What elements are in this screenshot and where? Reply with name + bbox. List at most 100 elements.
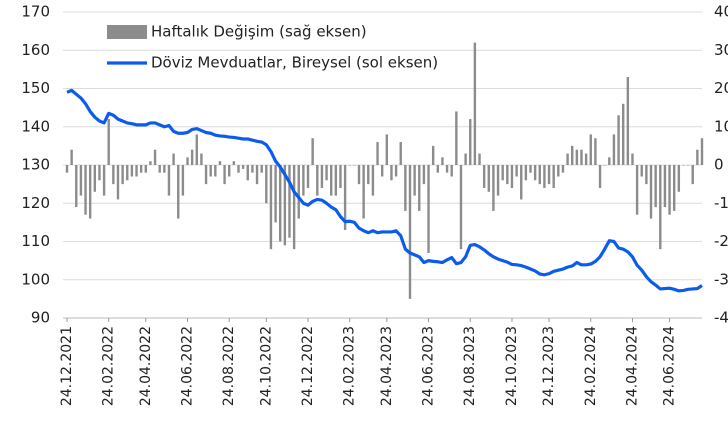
bar: [265, 165, 268, 204]
bar: [88, 165, 92, 219]
bar: [139, 165, 143, 173]
bar: [279, 165, 282, 242]
bar: [700, 138, 704, 165]
bar: [571, 145, 574, 165]
bar: [177, 165, 180, 219]
x-tick-label: 24.02.2024: [583, 326, 599, 406]
y-tick-label: 160: [21, 41, 50, 59]
bar: [218, 161, 222, 165]
bar: [649, 165, 653, 219]
bar: [654, 165, 657, 208]
x-tick-label: 24.12.2023: [541, 326, 557, 406]
bar: [501, 165, 504, 181]
x-tick-label: 24.08.2022: [221, 326, 237, 406]
bar: [320, 165, 324, 188]
bar: [431, 145, 435, 165]
x-tick-label: 24.08.2023: [462, 326, 478, 406]
bar: [459, 165, 463, 250]
bar: [260, 165, 263, 173]
x-tick-label: 24.10.2022: [258, 326, 274, 406]
bar: [510, 165, 514, 188]
bar: [626, 77, 630, 165]
bar: [274, 165, 277, 223]
bar: [246, 165, 249, 181]
bar: [645, 165, 648, 185]
bar: [149, 161, 152, 165]
y-tick-label: 120: [21, 194, 50, 212]
bar: [584, 153, 588, 165]
bar: [557, 165, 560, 177]
y-tick-label: 140: [21, 117, 50, 135]
legend-label: Haftalık Değişim (sağ eksen): [151, 23, 367, 41]
bar: [371, 165, 375, 196]
bar: [640, 165, 643, 177]
bar: [343, 165, 347, 231]
y-tick-label: 90: [31, 309, 50, 327]
bar: [237, 165, 240, 173]
bar: [686, 165, 690, 166]
bar: [70, 149, 73, 165]
bar: [566, 153, 569, 165]
y2-tick-label: -30: [714, 270, 728, 288]
bar: [241, 165, 245, 169]
bar: [524, 165, 528, 181]
bar: [186, 157, 189, 165]
x-tick-label: 24.12.2022: [300, 326, 316, 406]
bar: [399, 142, 402, 165]
bar: [418, 165, 421, 211]
bar: [427, 165, 430, 253]
bar: [167, 165, 171, 196]
x-tick-label: 24.06.2022: [180, 326, 196, 406]
bar: [195, 134, 198, 165]
bar: [413, 165, 416, 196]
legend-label: Döviz Mevduatlar, Bireysel (sol eksen): [151, 54, 438, 72]
bar: [561, 165, 565, 173]
x-tick-label: 24.10.2023: [504, 326, 520, 406]
bar: [102, 165, 106, 196]
bar: [65, 165, 69, 173]
bar: [580, 149, 583, 165]
bar: [691, 165, 694, 185]
legend-swatch: [107, 25, 147, 39]
bar: [223, 165, 226, 185]
bar: [538, 165, 541, 185]
bar: [543, 165, 546, 188]
bar: [98, 165, 101, 181]
x-tick-label: 24.06.2024: [662, 326, 678, 406]
bar: [84, 165, 87, 215]
bar: [153, 149, 157, 165]
y2-tick-label: 20: [714, 79, 728, 97]
bar: [79, 165, 83, 196]
y-tick-label: 110: [21, 232, 50, 250]
bar: [297, 165, 300, 219]
bar: [589, 134, 592, 165]
bar: [385, 134, 389, 165]
y2-tick-label: -40: [714, 309, 728, 327]
bar: [107, 119, 110, 165]
bar: [575, 149, 579, 165]
x-tick-label: 24.04.2022: [138, 326, 154, 406]
y2-tick-label: 30: [714, 41, 728, 59]
bar: [75, 165, 78, 208]
bar: [376, 142, 379, 165]
bar: [163, 165, 166, 173]
bar: [158, 165, 161, 173]
x-tick-label: 24.02.2023: [342, 326, 358, 406]
bar: [93, 165, 97, 192]
bar: [529, 165, 532, 173]
bar: [533, 165, 537, 181]
y-tick-label: 100: [21, 270, 50, 288]
bar: [617, 115, 620, 165]
y2-tick-label: 0: [714, 156, 724, 174]
bar: [506, 165, 509, 185]
bar: [190, 149, 194, 165]
bar: [311, 138, 314, 165]
bar: [353, 165, 356, 166]
bar: [622, 103, 625, 165]
bar: [135, 165, 138, 177]
bar: [478, 153, 481, 165]
bar: [112, 165, 115, 185]
bar: [552, 165, 555, 188]
bar: [181, 165, 185, 196]
bar: [200, 153, 203, 165]
